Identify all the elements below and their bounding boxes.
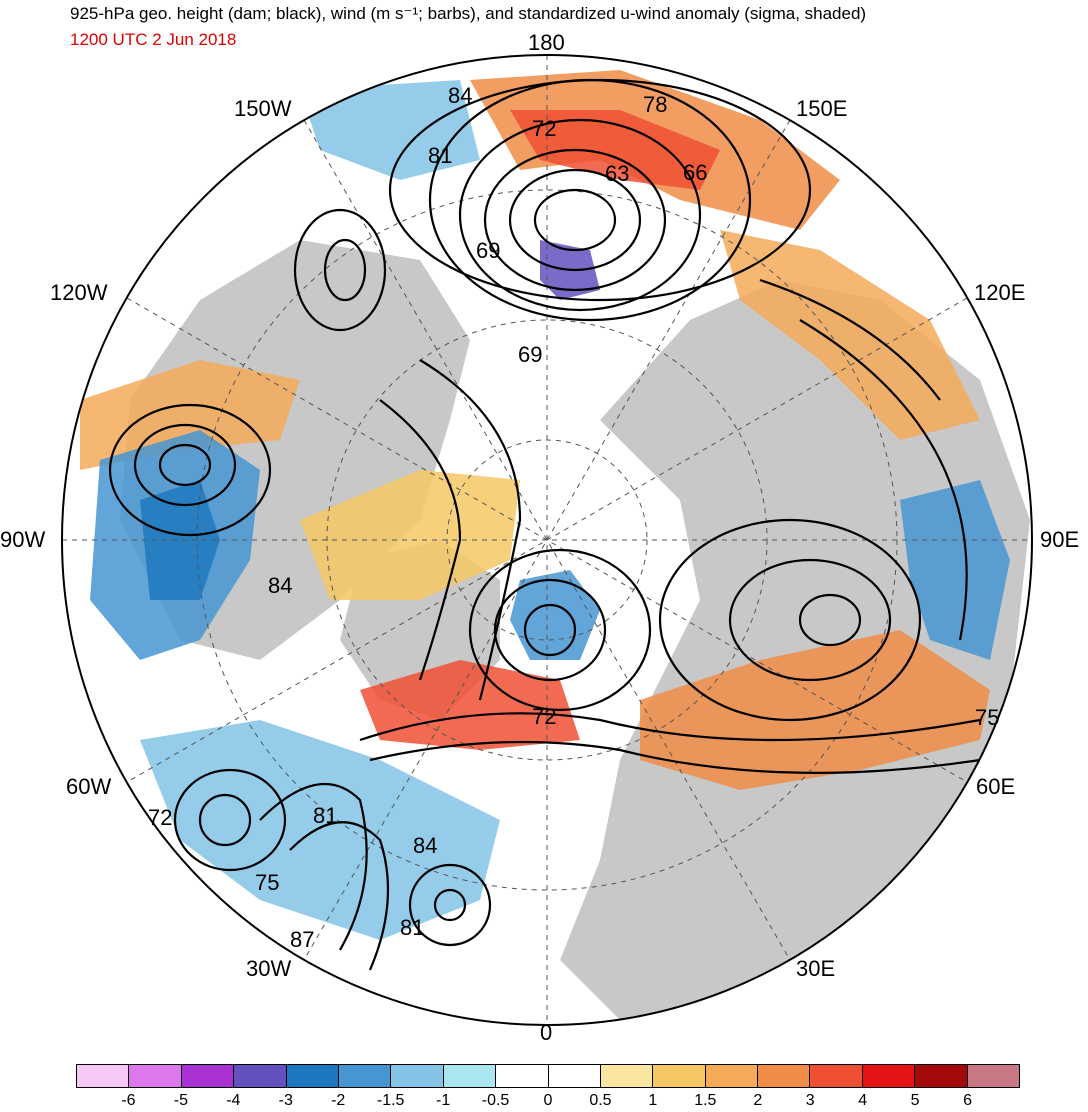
colorbar-label: 3	[805, 1092, 815, 1109]
colorbar-label: 1.5	[694, 1092, 717, 1109]
colorbar-label: -2	[331, 1092, 346, 1109]
high-center-pole	[523, 603, 577, 657]
contour-label: 75	[975, 705, 999, 730]
colorbar-label: -3	[278, 1092, 293, 1109]
colorbar-label: 0	[543, 1092, 553, 1109]
contour-label: 63	[605, 161, 629, 186]
low-center-west	[158, 443, 212, 487]
contour-label: 81	[428, 143, 452, 168]
contour-label: 69	[518, 342, 542, 367]
map-disk	[62, 55, 1032, 1025]
colorbar-label: -1.5	[376, 1092, 405, 1109]
colorbar-swatch	[758, 1065, 811, 1087]
colorbar-swatch	[548, 1065, 601, 1087]
contour-label: 81	[400, 915, 424, 940]
colorbar-swatch	[915, 1065, 968, 1087]
colorbar-swatch	[129, 1065, 182, 1087]
colorbar-label: 4	[858, 1092, 868, 1109]
lon-label-30w: 30W	[246, 956, 292, 981]
lon-label-90e: 90E	[1040, 527, 1080, 552]
height-contours	[108, 78, 981, 971]
colorbar-label: 6	[963, 1092, 972, 1109]
colorbar-label: -1	[435, 1092, 451, 1109]
colorbar-label: -5	[173, 1092, 188, 1109]
anomaly-positive-east	[720, 230, 980, 440]
lon-label-150w: 150W	[234, 96, 292, 121]
colorbar-swatch	[705, 1065, 759, 1087]
anomaly-negative-east	[900, 480, 1010, 660]
contour-label: 84	[413, 833, 437, 858]
lon-label-30e: 30E	[796, 956, 836, 981]
colorbar-swatch	[286, 1065, 339, 1087]
valid-time: 1200 UTC 2 Jun 2018	[70, 30, 237, 49]
contour-label: 84	[268, 573, 292, 598]
colorbar	[76, 1064, 1020, 1088]
contour-labels: 84 81 78 72 63 66 69 69 84 72 72 81 75 8…	[148, 83, 999, 952]
colorbar-label: -4	[226, 1092, 241, 1109]
lon-label-60w: 60W	[66, 774, 112, 799]
colorbar-swatch	[600, 1065, 654, 1087]
contour-label: 69	[476, 238, 500, 263]
contour-label: 66	[683, 160, 707, 185]
lon-label-0: 0	[540, 1020, 553, 1045]
polar-map: 84 81 78 72 63 66 69 69 84 72 72 81 75 8…	[61, 54, 1033, 1026]
colorbar-label: -0.5	[481, 1092, 510, 1109]
colorbar-label: -6	[121, 1092, 136, 1109]
contour-label: 87	[290, 927, 314, 952]
colorbar-swatch	[496, 1065, 549, 1087]
colorbar-label: 0.5	[589, 1092, 612, 1109]
colorbar-label: 5	[910, 1092, 920, 1109]
colorbar-swatch	[967, 1065, 1020, 1087]
lon-label-120w: 120W	[50, 280, 108, 305]
lon-label-120e: 120E	[974, 280, 1026, 305]
colorbar-swatch	[181, 1065, 235, 1087]
high-center-east	[798, 593, 862, 647]
anomaly-negative-pole	[510, 570, 600, 660]
lon-label-150e: 150E	[796, 96, 848, 121]
anomaly-positive-west	[80, 360, 300, 470]
colorbar-label: 1	[648, 1092, 658, 1109]
contour-label: 72	[148, 805, 172, 830]
anomaly-negative-north-west	[300, 80, 480, 180]
colorbar-label: 2	[753, 1092, 763, 1109]
anomaly-negative-west-core	[140, 480, 220, 600]
lon-label-180: 180	[528, 30, 565, 55]
contour-label: 72	[532, 116, 556, 141]
anomaly-negative-south-west	[140, 720, 500, 940]
colorbar-swatch	[443, 1065, 497, 1087]
anomaly-positive-greenland	[300, 470, 520, 600]
high-center-south	[433, 888, 467, 922]
colorbar-labels: -6 -5 -4 -3 -2 -1.5 -1 -0.5 0 0.5 1 1.5 2 3 4 5 6	[0, 1092, 1088, 1112]
map-border	[61, 54, 1033, 1026]
anomaly-positive-north-core	[510, 110, 720, 190]
colorbar-swatch	[653, 1065, 706, 1087]
contour-label: 72	[532, 704, 556, 729]
colorbar-swatch	[338, 1065, 392, 1087]
low-center-south-west	[198, 793, 252, 847]
colorbar-swatch	[77, 1065, 130, 1087]
contour-label: 84	[448, 83, 472, 108]
map-title: 925-hPa geo. height (dam; black), wind (…	[70, 4, 867, 23]
low-center-north	[533, 188, 617, 252]
high-center-north-west	[323, 238, 367, 302]
colorbar-swatch	[391, 1065, 444, 1087]
anomaly-positive-atlantic	[360, 660, 580, 750]
colorbar-swatch	[862, 1065, 916, 1087]
contour-label: 75	[255, 870, 279, 895]
contour-label: 81	[313, 803, 337, 828]
colorbar-swatch	[234, 1065, 287, 1087]
lon-label-90w: 90W	[0, 527, 46, 552]
lon-label-60e: 60E	[976, 774, 1016, 799]
contour-label: 78	[643, 92, 667, 117]
colorbar-swatch	[810, 1065, 863, 1087]
